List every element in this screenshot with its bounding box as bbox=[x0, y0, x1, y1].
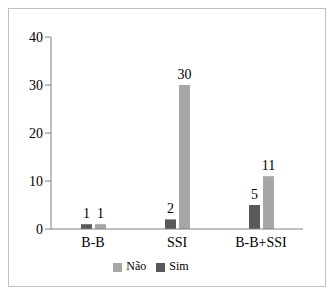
svg-text:B-B+SSI: B-B+SSI bbox=[235, 235, 287, 250]
svg-text:11: 11 bbox=[262, 158, 275, 173]
svg-text:SSI: SSI bbox=[167, 235, 188, 250]
html-text:Não: Não bbox=[126, 259, 147, 273]
svg-text:1: 1 bbox=[97, 206, 104, 221]
html-text:Sim: Sim bbox=[169, 259, 189, 273]
svg-text:0: 0 bbox=[36, 222, 43, 237]
svg-text:B-B: B-B bbox=[81, 235, 104, 250]
svg-text:30: 30 bbox=[29, 78, 43, 93]
svg-text:30: 30 bbox=[178, 67, 192, 82]
svg-text:10: 10 bbox=[29, 174, 43, 189]
svg-text:20: 20 bbox=[29, 126, 43, 141]
svg-text:2: 2 bbox=[167, 201, 174, 216]
svg-text:1: 1 bbox=[83, 206, 90, 221]
svg-text:40: 40 bbox=[29, 30, 43, 45]
svg-text:5: 5 bbox=[251, 187, 258, 202]
